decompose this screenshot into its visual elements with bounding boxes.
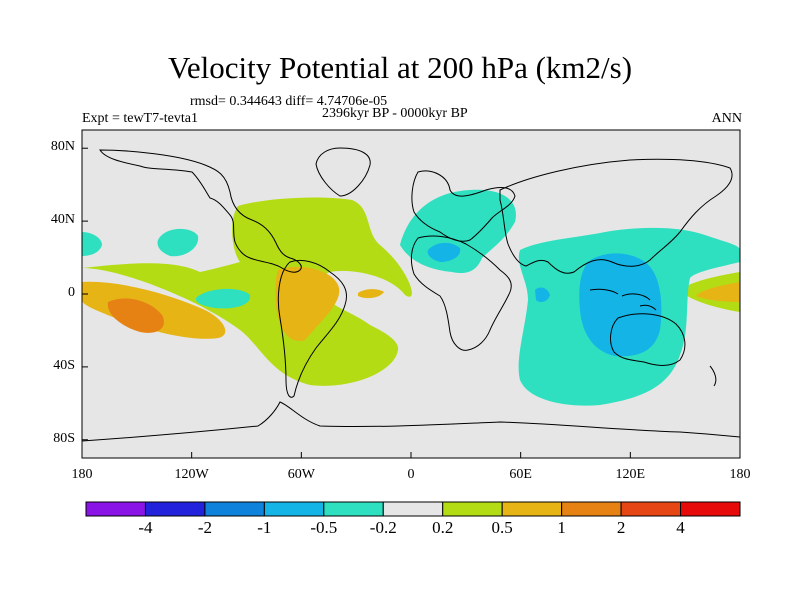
colorbar [85,501,741,517]
lat-label: 40S [53,357,75,373]
coast-asia [499,158,733,274]
contour-neg-central-pacific [157,228,199,257]
colorbar-swatch [442,501,503,517]
colorbar-swatch [144,501,206,517]
lon-label: 180 [729,467,751,482]
colorbar-swatch [263,501,325,517]
coastlines [82,147,740,442]
colorbar-label: 1 [557,518,566,537]
coast-maritime [589,288,657,311]
experiment-label: Expt = tewT7-tevta1 [82,111,198,126]
coast-antarctica [82,401,740,442]
colorbar-swatch [382,501,444,517]
lat-label: 40N [50,212,75,228]
coast-north-america [99,149,302,273]
coast-australia [610,313,686,366]
colorbar-label: 2 [616,518,626,537]
colorbar-swatch [204,501,265,517]
contour-neg05-africa [427,242,461,262]
coast-new-zealand [709,365,717,387]
lat-label: 80N [50,139,75,155]
colorbar-label: -4 [138,518,153,537]
colorbar-swatch [561,501,622,517]
contour-pos05-atlantic [358,289,384,299]
contour-neg05-india [535,287,550,303]
contour-neg-west [82,232,102,256]
colorbar-label: -2 [197,518,212,537]
lat-ticks [82,147,88,441]
contour-pos1-pacific [107,298,164,333]
colorbar-label: -1 [257,518,272,537]
colorbar-swatch [323,501,384,517]
coast-south-america [277,259,347,398]
coast-africa [410,235,512,351]
chart-title: Velocity Potential at 200 hPa (km2/s) [167,50,633,85]
lon-label: 120W [174,467,209,482]
lat-label: 0 [68,285,75,300]
colorbar-label: 4 [676,518,685,537]
lon-label: 0 [407,467,415,482]
contour-neg-south-pacific [195,288,251,309]
stats-label: rmsd= 0.344643 diff= 4.74706e-05 [190,94,388,109]
season-label: ANN [711,111,742,126]
lon-label: 120E [615,467,646,482]
contour-pos05-amazon [275,266,340,341]
colorbar-swatch [501,501,563,517]
colorbar-swatch [85,501,146,517]
period-label: 2396kyr BP - 0000kyr BP [322,106,468,121]
lon-ticks [81,452,741,458]
lon-label: 60W [287,467,315,482]
colorbar-label: -0.2 [369,518,397,537]
lon-label: 180 [71,467,93,482]
coast-europe [411,170,516,242]
colorbar-label: 0.2 [432,518,454,537]
colorbar-swatch [680,501,741,517]
colorbar-swatch [620,501,682,517]
colorbar-label: 0.5 [491,518,513,537]
colorbar-label: -0.5 [310,518,338,537]
contour-neg05-maritime [579,253,662,357]
lat-label: 80S [53,430,75,446]
contour-pos-pacific [82,197,412,386]
lon-label: 60E [509,467,532,482]
contour-pos05-west-pacific [696,282,740,302]
coast-greenland [315,147,371,197]
